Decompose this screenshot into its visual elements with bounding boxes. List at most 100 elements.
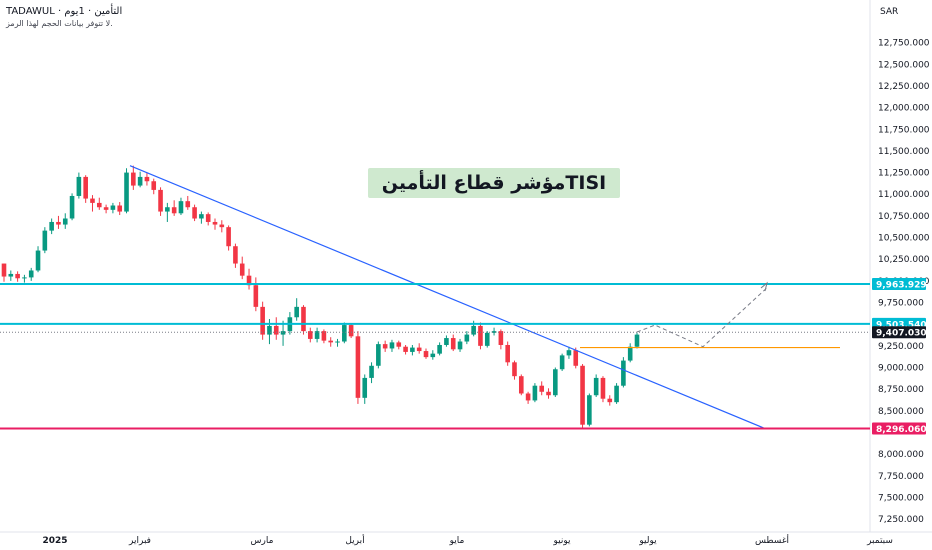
candle-body — [273, 325, 279, 335]
level-tag-support — [872, 422, 926, 435]
candle-body — [403, 346, 408, 352]
candle-body — [348, 325, 354, 337]
price-tick-label: 7,500.000 — [878, 493, 924, 503]
candle-body — [321, 331, 327, 341]
candle-body — [525, 393, 531, 401]
price-tick-label: 7,250.000 — [878, 515, 924, 525]
candle-body — [376, 344, 381, 366]
price-tick-label: 10,750.000 — [878, 212, 930, 222]
candle-body — [62, 218, 68, 225]
candle-body — [110, 205, 116, 210]
candle-body — [573, 350, 579, 366]
time-tick-label: يوليو — [638, 536, 657, 546]
level-tag-label: 9,503.540 — [876, 320, 927, 330]
candle-body — [267, 325, 272, 335]
price-tick-label: 12,250.000 — [878, 82, 930, 92]
candle-body — [76, 176, 82, 196]
candle-body — [587, 395, 592, 425]
candle-body — [219, 224, 225, 228]
candle-body — [498, 331, 504, 345]
candle-body — [614, 385, 619, 403]
candle-body — [253, 285, 259, 307]
level-tag-label: 9,407.030 — [876, 329, 927, 339]
candle-body — [158, 189, 163, 212]
price-tick-label: 12,000.000 — [878, 104, 930, 114]
candle-body — [382, 344, 388, 349]
candle-body — [512, 362, 517, 377]
candle-body — [437, 344, 442, 354]
time-tick-label: فبراير — [128, 536, 151, 546]
candle-body — [103, 207, 109, 210]
price-tick-label: 10,500.000 — [878, 234, 930, 244]
price-tick-label: 9,250.000 — [878, 342, 924, 352]
time-tick-label: أغسطس — [755, 534, 789, 546]
price-tick-label: 11,750.000 — [878, 125, 930, 135]
candle-body — [192, 207, 197, 219]
candle-body — [199, 214, 204, 219]
candle-body — [450, 338, 456, 350]
candle-body — [301, 306, 306, 332]
candle-body — [117, 205, 123, 212]
candle-body — [518, 376, 524, 394]
price-axis[interactable]: 12,750.000 12,500.000 12,250.000 12,000.000… — [872, 39, 930, 526]
candle-body — [355, 336, 361, 398]
time-tick-label: أبريل — [345, 534, 364, 546]
candle-body — [42, 230, 48, 251]
level-tag-resistance — [872, 278, 926, 290]
candle-body — [416, 347, 422, 352]
price-tick-label: 11,000.000 — [878, 190, 930, 200]
candle-body — [124, 172, 129, 212]
candle-body — [559, 355, 565, 370]
candle-body — [389, 342, 395, 349]
candle-body — [151, 181, 157, 190]
price-tick-label: 7,750.000 — [878, 472, 924, 482]
currency-label[interactable]: SAR — [880, 7, 899, 17]
candle-body — [410, 347, 415, 352]
chart-title: مؤشر قطاع التأمينTISI — [368, 168, 620, 198]
price-tick-label: 12,500.000 — [878, 60, 930, 70]
plot-area — [0, 0, 932, 533]
candle-body — [233, 246, 238, 264]
time-tick-label: يونيو — [552, 536, 571, 546]
candle-body — [566, 350, 572, 356]
candle-body — [205, 214, 211, 222]
candle-body — [362, 377, 368, 398]
candle-body — [165, 207, 170, 212]
price-tick-label: 12,750.000 — [878, 39, 930, 49]
time-tick-label: 2025 — [42, 536, 67, 546]
candle-body — [593, 377, 599, 396]
price-tick-label: 10,250.000 — [878, 255, 930, 265]
candle-body — [464, 334, 470, 342]
candle-body — [627, 346, 633, 361]
symbol-header: TADAWUL · التأمين · 1يوم — [6, 6, 123, 17]
candle-body — [444, 338, 449, 345]
candle-body — [423, 351, 429, 358]
candle-body — [144, 176, 150, 182]
candle-body — [553, 369, 558, 396]
candle-body — [35, 250, 41, 271]
candle-body — [15, 273, 20, 279]
candle-body — [1, 263, 7, 277]
candle-body — [22, 277, 27, 279]
candle-body — [280, 331, 286, 335]
candle-body — [342, 325, 347, 342]
candle-body — [83, 176, 88, 199]
time-tick-label: مايو — [449, 536, 465, 546]
time-tick-label: سبتمبر — [866, 536, 893, 546]
candle-body — [212, 221, 218, 225]
candle-body — [478, 325, 483, 346]
candle-body — [226, 227, 231, 247]
time-axis[interactable]: 2025 فبراير مارس أبريل مايو يونيو يوليو أغسطس سب… — [42, 534, 892, 546]
price-tick-label: 8,750.000 — [878, 385, 924, 395]
candle-body — [171, 207, 177, 214]
candle-body — [328, 340, 334, 343]
level-tag-last — [872, 326, 926, 339]
candle-body — [546, 391, 551, 396]
price-tick-label: 11,250.000 — [878, 169, 930, 179]
candle-body — [137, 176, 143, 186]
time-tick-label: مارس — [251, 536, 274, 546]
candle-body — [239, 263, 245, 276]
candle-body — [178, 201, 184, 214]
candle-body — [491, 331, 497, 333]
